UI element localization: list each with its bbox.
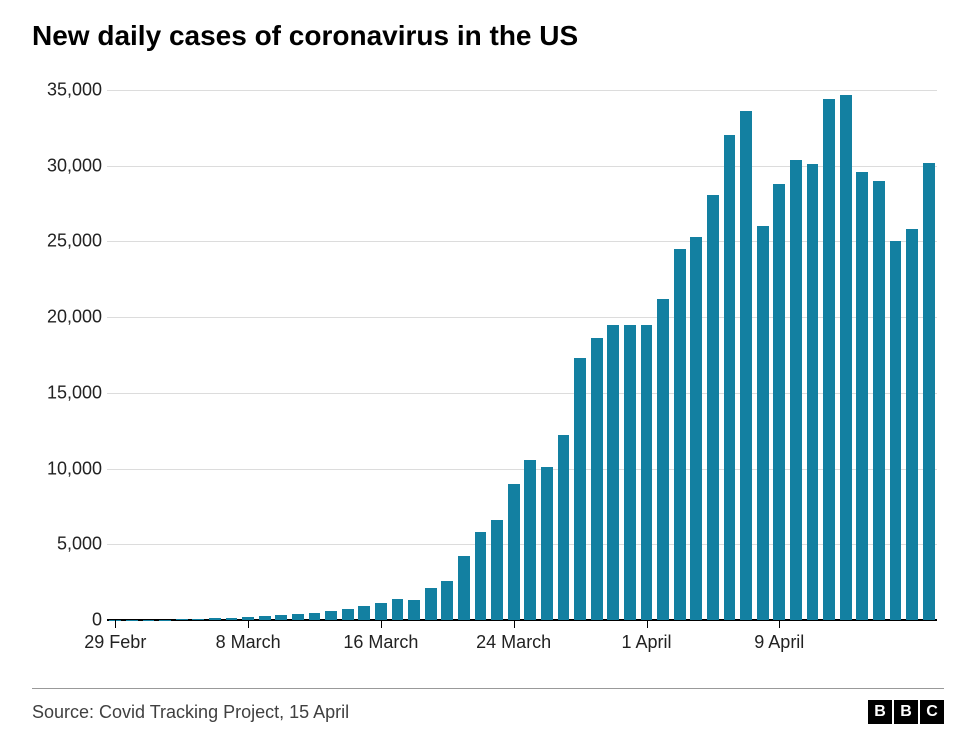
bar [657,299,669,620]
x-tick-mark [381,620,382,628]
bar [740,111,752,620]
bar [524,460,536,621]
bar [790,160,802,620]
bar [275,615,287,620]
bar [176,619,188,620]
bar [923,163,935,620]
y-tick-label: 5,000 [32,534,102,555]
bar [325,611,337,620]
y-tick-label: 15,000 [32,382,102,403]
bar [757,226,769,620]
bbc-logo: BBC [868,700,944,724]
chart-area: 29 Febr 8 March 16 March 24 March 1 April 9 A… [32,80,944,660]
bar [209,618,221,620]
bbc-logo-block: B [894,700,918,724]
bar [541,467,553,620]
x-tick-mark [115,620,116,628]
bar [591,338,603,620]
bar [375,603,387,620]
bar [491,520,503,620]
bar [624,325,636,620]
bar [309,613,321,620]
footer-divider [32,688,944,689]
bar [192,619,204,620]
bar [292,614,304,620]
x-tick-mark [779,620,780,628]
chart-title: New daily cases of coronavirus in the US [32,20,578,52]
plot-region [107,90,937,620]
x-tick-mark [248,620,249,628]
bar [574,358,586,620]
bar [674,249,686,620]
bar [856,172,868,620]
bar [890,241,902,620]
bar [607,325,619,620]
bar [358,606,370,620]
bar [458,556,470,620]
x-tick-label: 9 April [754,632,804,653]
y-tick-label: 0 [32,610,102,631]
bar [259,616,271,620]
bar [707,195,719,621]
y-tick-label: 20,000 [32,307,102,328]
x-tick-label: 29 Febr [84,632,146,653]
x-tick-label: 16 March [343,632,418,653]
y-tick-label: 25,000 [32,231,102,252]
bar [508,484,520,620]
y-tick-label: 10,000 [32,458,102,479]
bar [773,184,785,620]
bar [441,581,453,620]
gridline [107,90,937,91]
bar [475,532,487,620]
bar [558,435,570,620]
bar [840,95,852,620]
chart-container: New daily cases of coronavirus in the US… [0,0,976,750]
bar [823,99,835,620]
x-tick-mark [647,620,648,628]
bar [392,599,404,620]
y-tick-label: 35,000 [32,80,102,101]
bar [906,229,918,620]
bar [807,164,819,620]
bar [873,181,885,620]
y-tick-label: 30,000 [32,155,102,176]
x-tick-label: 8 March [216,632,281,653]
bar [226,618,238,620]
x-axis: 29 Febr8 March16 March24 March1 April9 A… [107,624,937,654]
x-tick-label: 24 March [476,632,551,653]
bar [641,325,653,620]
x-tick-label: 1 April [621,632,671,653]
bar [425,588,437,620]
bar [690,237,702,620]
source-text: Source: Covid Tracking Project, 15 April [32,702,349,723]
bar [342,609,354,620]
bar [724,135,736,620]
bbc-logo-block: C [920,700,944,724]
bbc-logo-block: B [868,700,892,724]
bar [408,600,420,620]
x-tick-mark [514,620,515,628]
